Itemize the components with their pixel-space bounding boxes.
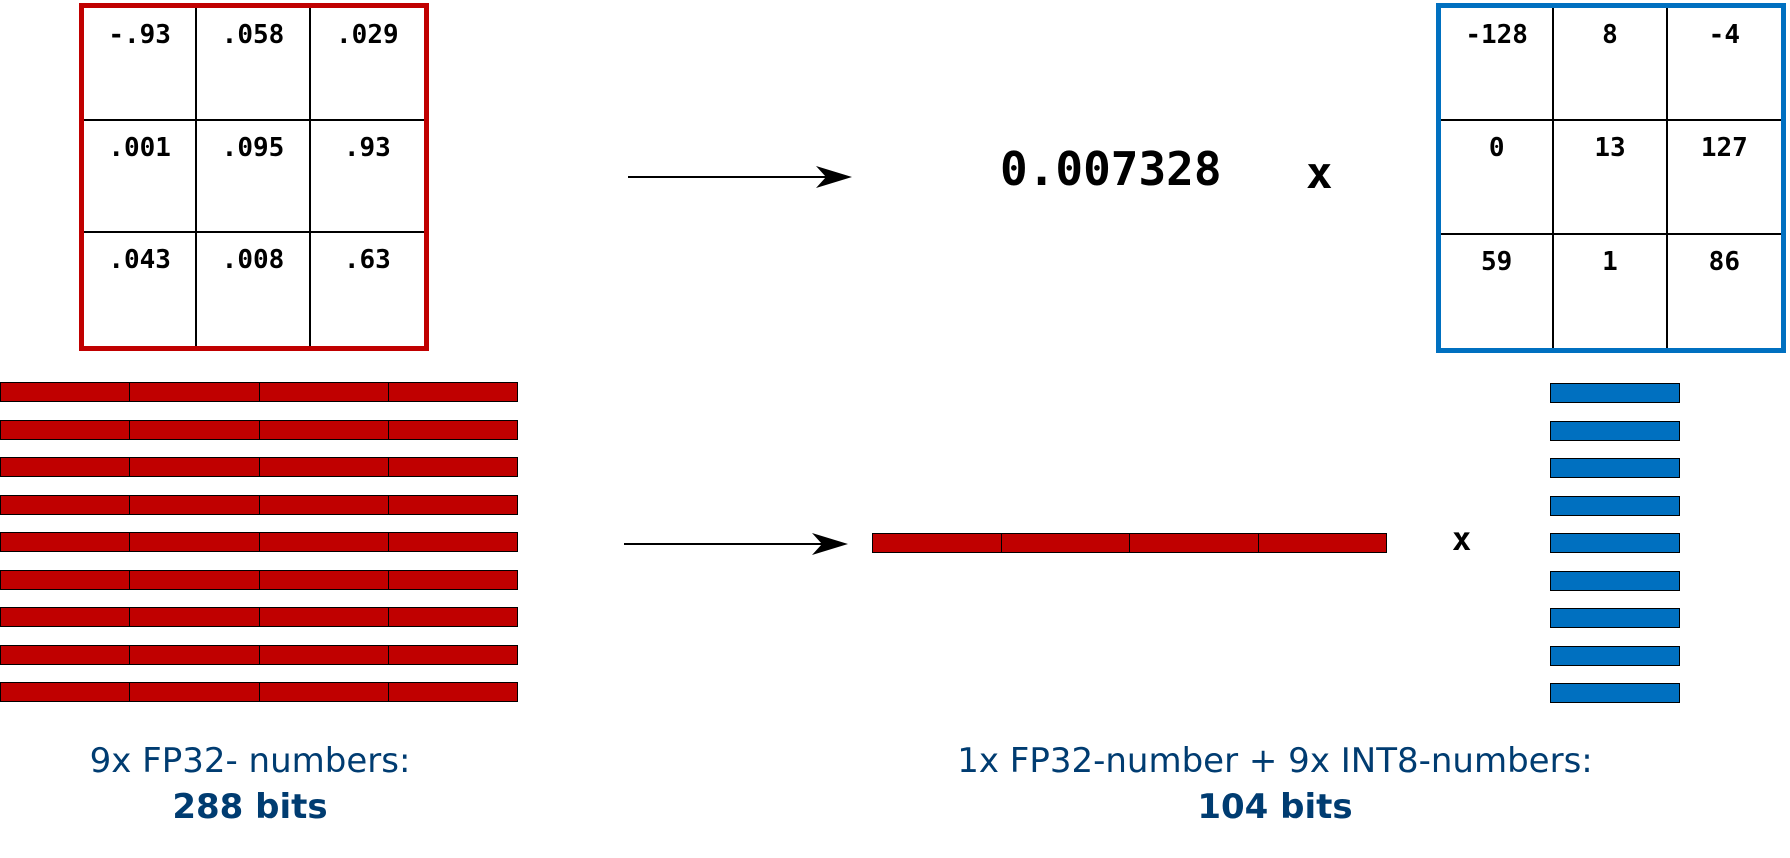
fp32-bar: [0, 644, 518, 665]
int8-bar: [1550, 533, 1680, 553]
fp32-cell: .008: [197, 233, 311, 346]
bar-segment: [387, 457, 518, 477]
bar-segment: [1000, 533, 1130, 553]
fp32-cell: .001: [84, 120, 198, 234]
bar-segment: [0, 457, 131, 477]
bar-segment: [387, 569, 518, 590]
bar-segment: [1129, 533, 1259, 553]
bar-segment: [0, 382, 131, 402]
int8-caption-bits: 104 bits: [1197, 787, 1353, 827]
top-arrow-icon: [628, 166, 852, 188]
fp32-scale-bar: [872, 533, 1387, 553]
bar-segment: [258, 607, 389, 627]
fp32-matrix: -.93 .058 .029 .001 .095 .93 .043 .008 .…: [79, 3, 429, 351]
bar-segment: [129, 494, 260, 515]
bar-segment: [258, 382, 389, 402]
fp32-bar: [0, 494, 518, 515]
fp32-bar: [0, 532, 518, 552]
bar-segment: [387, 607, 518, 627]
multiply-sign: x: [1306, 148, 1333, 199]
bar-segment: [258, 682, 389, 702]
fp32-bar: [0, 457, 518, 477]
bar-segment: [387, 419, 518, 440]
int8-bar: [1550, 608, 1680, 628]
int8-cell: 8: [1554, 8, 1668, 122]
fp32-cell: .058: [197, 8, 311, 121]
bar-segment: [0, 607, 131, 627]
int8-cell: 1: [1554, 234, 1668, 348]
fp32-caption: 9x FP32- numbers: 288 bits: [40, 738, 460, 830]
multiply-sign-small: x: [1452, 520, 1472, 558]
int8-cell: 13: [1554, 121, 1668, 235]
fp32-bar: [0, 607, 518, 627]
int8-caption-text: 1x FP32-number + 9x INT8-numbers:: [957, 741, 1593, 781]
bar-segment: [1257, 533, 1387, 553]
int8-bar: [1550, 570, 1680, 591]
fp32-cell: .93: [310, 121, 424, 234]
bar-segment: [0, 494, 131, 515]
bottom-arrow-icon: [624, 533, 848, 555]
fp32-bar: [0, 682, 518, 702]
bar-segment: [258, 532, 389, 552]
bar-segment: [387, 382, 518, 402]
fp32-cell: .029: [310, 8, 424, 121]
bar-segment: [258, 644, 389, 665]
fp32-caption-text: 9x FP32- numbers:: [89, 741, 411, 781]
bar-segment: [258, 494, 389, 515]
bar-segment: [258, 419, 389, 440]
int8-cell: -128: [1441, 8, 1555, 122]
fp32-cell: .043: [84, 233, 198, 346]
bar-segment: [129, 419, 260, 440]
int8-cell: 127: [1667, 121, 1781, 235]
fp32-cell: .63: [343, 245, 391, 276]
fp32-bar: [0, 419, 518, 440]
int8-bar: [1550, 383, 1680, 403]
bar-segment: [129, 532, 260, 552]
int8-bar: [1550, 683, 1680, 703]
bar-segment: [129, 382, 260, 402]
bar-segment: [387, 532, 518, 552]
scale-factor: 0.007328: [1000, 142, 1222, 196]
bar-segment: [0, 569, 131, 590]
bar-segment: [129, 682, 260, 702]
bar-segment: [387, 644, 518, 665]
int8-bar: [1550, 645, 1680, 666]
bar-segment: [0, 682, 131, 702]
fp32-cell: -.93: [84, 8, 198, 121]
bar-segment: [258, 457, 389, 477]
bar-segment: [129, 457, 260, 477]
bar-segment: [0, 419, 131, 440]
bar-segment: [0, 644, 131, 665]
int8-cell: 86: [1708, 246, 1740, 277]
fp32-bar: [0, 569, 518, 590]
bar-segment: [129, 607, 260, 627]
int8-bar: [1550, 420, 1680, 441]
int8-caption: 1x FP32-number + 9x INT8-numbers: 104 bi…: [870, 738, 1680, 830]
int8-cell: 0: [1441, 121, 1555, 235]
int8-cell: 59: [1441, 234, 1555, 348]
bar-segment: [258, 569, 389, 590]
bar-segment: [0, 532, 131, 552]
int8-matrix: -128 8 -4 0 13 127 59 1 86: [1436, 3, 1786, 353]
fp32-bar: [0, 382, 518, 402]
bar-segment: [387, 682, 518, 702]
fp32-cell: .095: [197, 120, 311, 234]
int8-bar: [1550, 495, 1680, 516]
bar-segment: [129, 644, 260, 665]
bar-segment: [872, 533, 1002, 553]
fp32-caption-bits: 288 bits: [172, 787, 328, 827]
bar-segment: [387, 494, 518, 515]
bar-segment: [129, 569, 260, 590]
int8-bar: [1550, 458, 1680, 478]
int8-cell: -4: [1667, 8, 1781, 122]
